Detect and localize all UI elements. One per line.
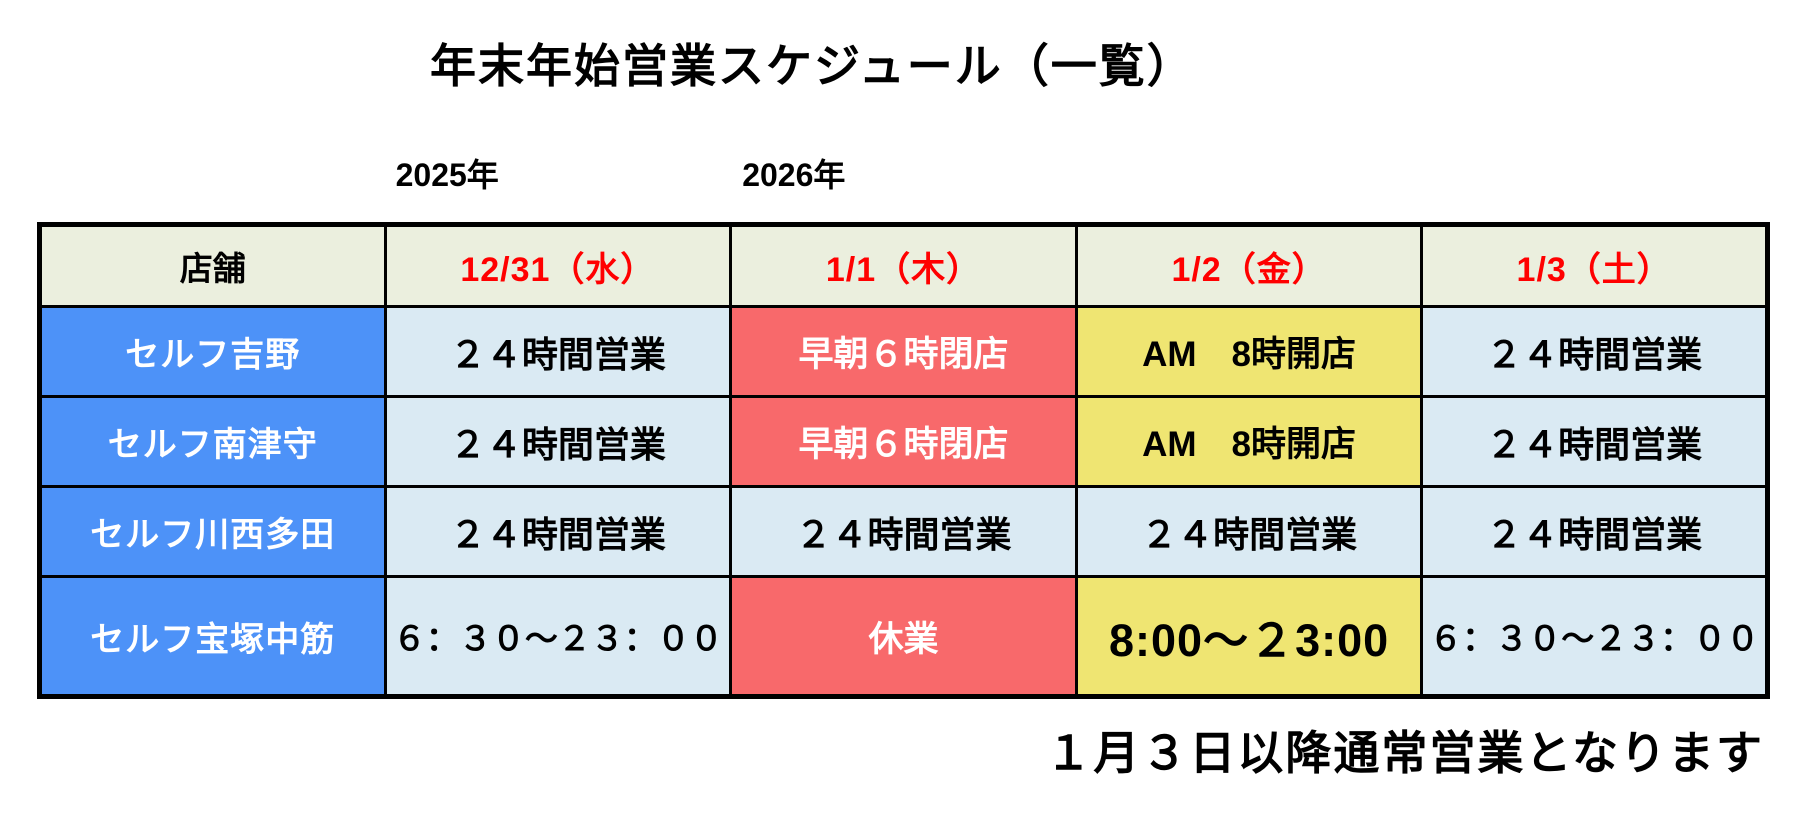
page-title: 年末年始営業スケジュール（一覧） (430, 40, 1195, 92)
schedule-cell: 休業 (729, 575, 1078, 698)
schedule-cell: ６：３０～２３：００ (383, 575, 733, 698)
schedule-cell: ２４時間営業 (729, 485, 1078, 578)
store-cell-takarazukanakasuji: セルフ宝塚中筋 (38, 575, 387, 698)
schedule-cell: ２４時間営業 (1420, 395, 1769, 488)
header-cell-date-0102: 1/2（金） (1074, 223, 1424, 308)
schedule-cell: ２４時間営業 (1420, 485, 1769, 578)
schedule-cell: ２４時間営業 (1420, 305, 1769, 398)
table-header-row: 店舗 12/31（水） 1/1（木） 1/2（金） 1/3（土） (38, 223, 1769, 308)
table-row: セルフ川西多田 ２４時間営業 ２４時間営業 ２４時間営業 ２４時間営業 (38, 485, 1769, 578)
year-labels-row: 2025年 2026年 (37, 154, 1770, 196)
schedule-cell: AM 8時開店 (1074, 395, 1424, 488)
schedule-cell: ２４時間営業 (383, 305, 733, 398)
footer-note: １月３日以降通常営業となります (1045, 727, 1764, 779)
schedule-cell: 早朝６時閉店 (729, 305, 1078, 398)
header-cell-date-0103: 1/3（土） (1420, 223, 1769, 308)
table-row: セルフ南津守 ２４時間営業 早朝６時閉店 AM 8時開店 ２４時間営業 (38, 395, 1769, 488)
schedule-table: 店舗 12/31（水） 1/1（木） 1/2（金） 1/3（土） セルフ吉野 ２… (37, 222, 1770, 699)
year-label-2025: 2025年 (395, 157, 499, 193)
store-cell-kawanishitada: セルフ川西多田 (38, 485, 387, 578)
header-cell-date-0101: 1/1（木） (729, 223, 1078, 308)
table-row: セルフ吉野 ２４時間営業 早朝６時閉店 AM 8時開店 ２４時間営業 (38, 305, 1769, 398)
schedule-cell: ２４時間営業 (383, 395, 733, 488)
year-label-2026: 2026年 (742, 157, 846, 193)
schedule-cell: AM 8時開店 (1074, 305, 1424, 398)
schedule-cell: 8:00～２3:00 (1074, 575, 1424, 698)
schedule-cell: ６：３０～２３：００ (1420, 575, 1769, 698)
header-cell-date-1231: 12/31（水） (383, 223, 733, 308)
schedule-cell: 早朝６時閉店 (729, 395, 1078, 488)
schedule-cell: ２４時間営業 (383, 485, 733, 578)
store-cell-yoshino: セルフ吉野 (38, 305, 387, 398)
header-cell-store: 店舗 (38, 223, 387, 308)
store-cell-minamitsumori: セルフ南津守 (38, 395, 387, 488)
table-row: セルフ宝塚中筋 ６：３０～２３：００ 休業 8:00～２3:00 ６：３０～２３… (38, 575, 1769, 698)
schedule-cell: ２４時間営業 (1074, 485, 1424, 578)
